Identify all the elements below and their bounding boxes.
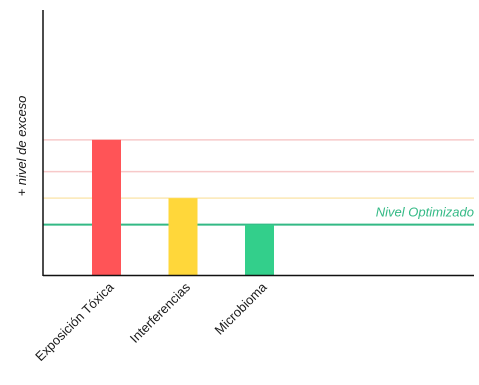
bar [245, 224, 274, 275]
reference-line-label: Nivel Optimizado [376, 205, 474, 220]
x-tick-labels: Exposición Tóxica Interferencias Microbiom… [32, 279, 270, 364]
bars [92, 139, 274, 275]
x-tick-label: Interferencias [127, 279, 194, 346]
reference-line-labels: Nivel Optimizado [376, 205, 474, 220]
x-tick-label: Microbioma [212, 279, 271, 338]
x-tick-label: Exposición Tóxica [32, 279, 117, 364]
y-axis-label: + nivel de exceso [14, 96, 29, 197]
bar [168, 198, 198, 275]
bar [92, 139, 121, 275]
